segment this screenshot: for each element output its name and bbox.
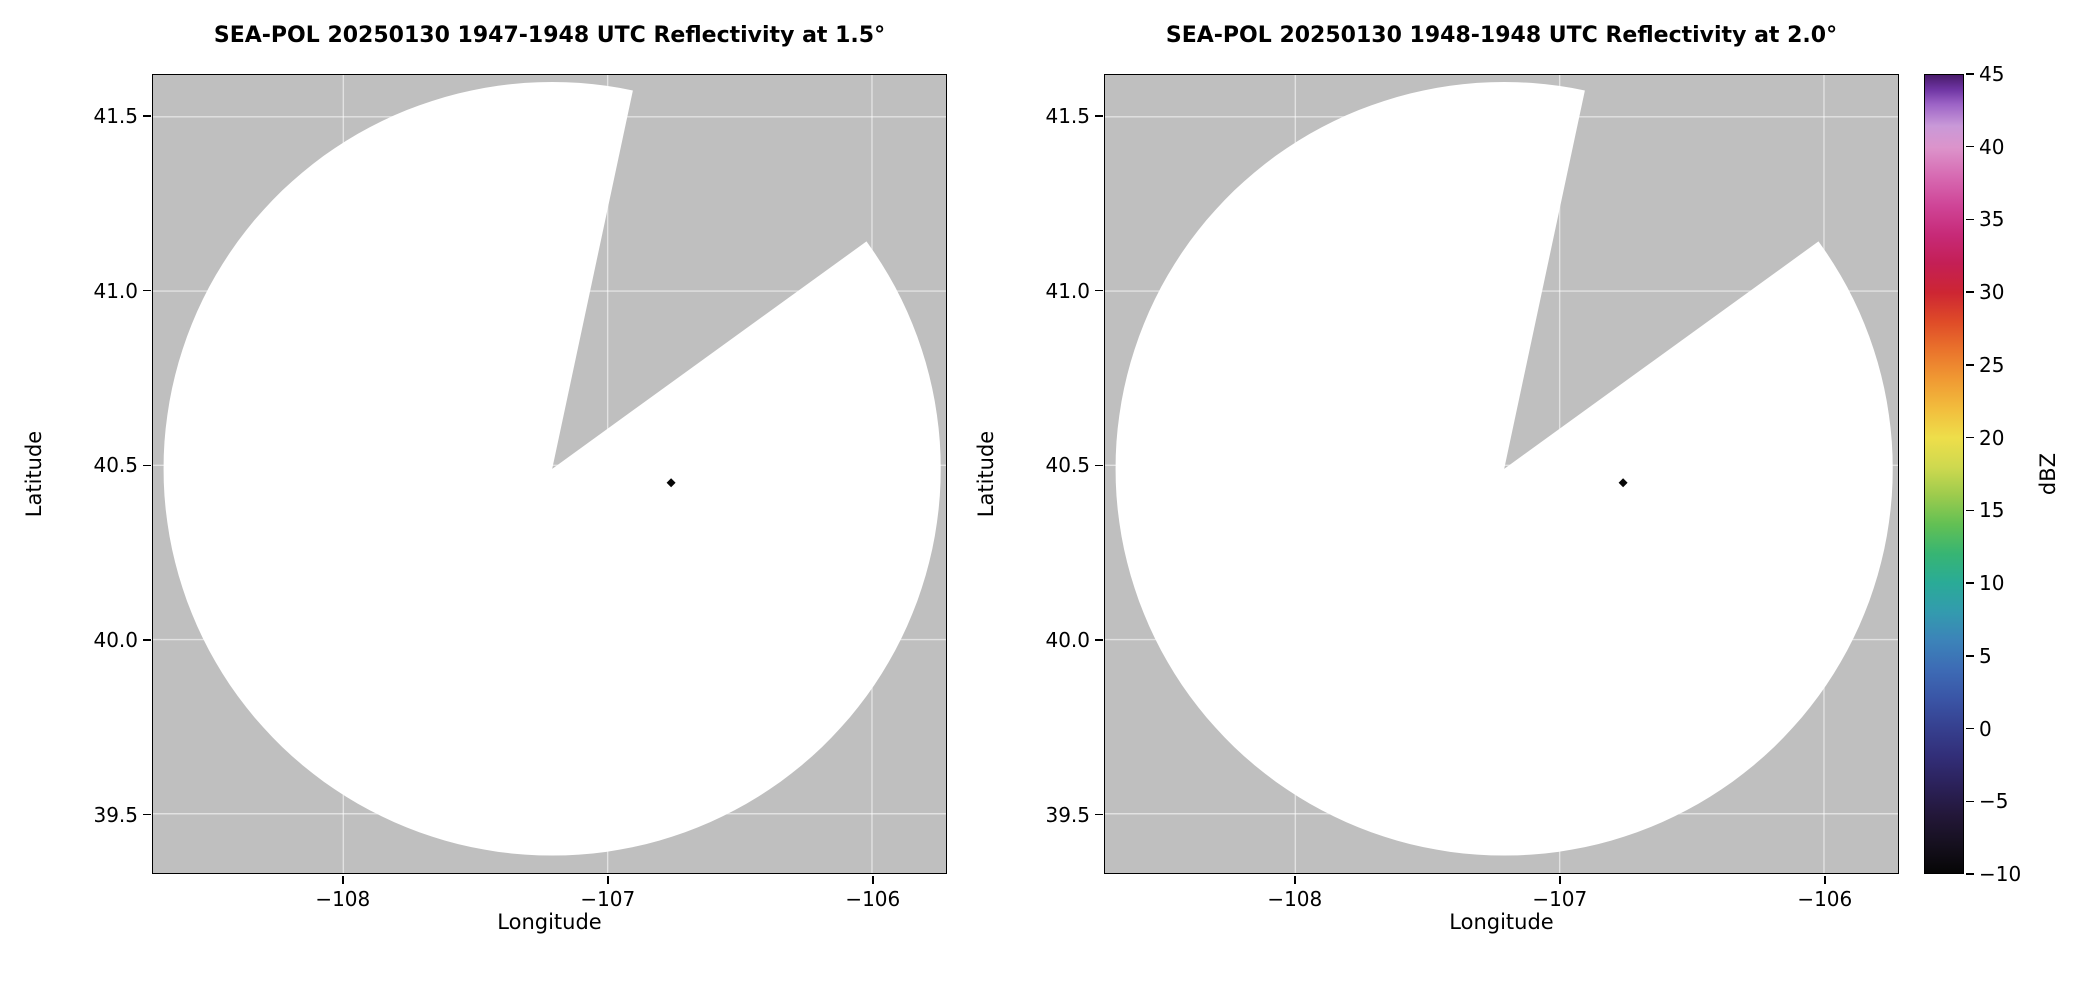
ppi-plot xyxy=(1104,74,1899,874)
y-tick-label: 39.5 xyxy=(93,802,138,827)
colorbar-tick-mark xyxy=(1966,873,1974,875)
x-tick-label: −107 xyxy=(1532,887,1588,911)
colorbar-tick-label: 35 xyxy=(1979,207,2005,232)
panel-title: SEA-POL 20250130 1947-1948 UTC Reflectiv… xyxy=(213,23,886,48)
colorbar-tick-mark xyxy=(1966,145,1974,148)
radar-panel-left: SEA-POL 20250130 1947-1948 UTC Reflectiv… xyxy=(0,0,952,990)
y-tick-mark xyxy=(143,639,151,641)
y-tick-mark xyxy=(143,289,151,292)
colorbar-tick-mark xyxy=(1966,582,1974,584)
colorbar-tick-label: 20 xyxy=(1979,425,2005,450)
colorbar-tick-label: −10 xyxy=(1979,862,2022,886)
y-tick-label: 41.0 xyxy=(1045,278,1090,303)
colorbar-tick-label: 0 xyxy=(1979,716,1992,741)
y-tick-label: 40.5 xyxy=(1045,453,1090,478)
colorbar-gradient xyxy=(1924,74,1964,874)
x-tick-mark xyxy=(1824,876,1826,884)
y-tick-mark xyxy=(1095,639,1103,641)
y-tick-label: 40.0 xyxy=(1045,627,1090,652)
echo-point xyxy=(1618,478,1628,488)
y-tick-mark xyxy=(1095,289,1103,292)
colorbar-tick-mark xyxy=(1966,436,1974,439)
colorbar-tick-label: 5 xyxy=(1979,643,1992,668)
y-tick-mark xyxy=(1095,115,1103,117)
x-tick-mark xyxy=(872,876,874,884)
colorbar-tick-mark xyxy=(1966,364,1974,366)
x-tick-mark xyxy=(342,876,344,884)
y-tick-mark xyxy=(1095,813,1103,816)
colorbar-tick-label: 45 xyxy=(1979,62,2005,86)
radar-panel-right: SEA-POL 20250130 1948-1948 UTC Reflectiv… xyxy=(952,0,1904,990)
colorbar-tick-label: 30 xyxy=(1979,280,2005,305)
y-tick-mark xyxy=(143,115,151,117)
y-tick-label: 39.5 xyxy=(1045,802,1090,827)
ppi-plot xyxy=(152,74,947,874)
colorbar-label: dBZ xyxy=(2036,452,2060,496)
colorbar-tick-mark xyxy=(1966,291,1974,293)
panel-title: SEA-POL 20250130 1948-1948 UTC Reflectiv… xyxy=(1165,23,1838,48)
colorbar-tick-mark xyxy=(1966,218,1974,221)
y-tick-label: 41.5 xyxy=(1045,103,1090,128)
radar-scan-area xyxy=(1115,81,1893,856)
x-tick-label: −108 xyxy=(1267,887,1323,911)
y-axis-label: Latitude xyxy=(974,430,998,518)
x-axis-label: Longitude xyxy=(497,910,602,934)
colorbar-tick-label: 15 xyxy=(1979,498,2005,523)
y-tick-mark xyxy=(1095,464,1103,467)
colorbar-tick-label: 25 xyxy=(1979,352,2005,377)
colorbar-tick-label: −5 xyxy=(1979,789,2009,814)
colorbar-tick-mark xyxy=(1966,655,1974,657)
y-tick-mark xyxy=(143,813,151,816)
x-tick-mark xyxy=(1294,876,1296,884)
y-tick-label: 40.5 xyxy=(93,453,138,478)
y-tick-label: 41.5 xyxy=(93,103,138,128)
y-tick-mark xyxy=(143,464,151,467)
x-tick-mark xyxy=(1559,876,1561,884)
y-axis-label: Latitude xyxy=(22,430,46,518)
x-tick-mark xyxy=(607,876,609,884)
x-axis-label: Longitude xyxy=(1449,910,1554,934)
x-tick-label: −106 xyxy=(1797,887,1853,911)
y-tick-label: 41.0 xyxy=(93,278,138,303)
x-tick-label: −106 xyxy=(845,887,901,911)
colorbar-tick-mark xyxy=(1966,73,1974,75)
colorbar-tick-mark xyxy=(1966,800,1974,803)
colorbar-tick-label: 10 xyxy=(1979,571,2005,596)
x-tick-label: −108 xyxy=(315,887,371,911)
colorbar-tick-label: 40 xyxy=(1979,134,2005,159)
y-tick-label: 40.0 xyxy=(93,627,138,652)
x-tick-label: −107 xyxy=(580,887,636,911)
radar-scan-area xyxy=(163,81,941,856)
colorbar-tick-mark xyxy=(1966,727,1974,730)
colorbar-tick-mark xyxy=(1966,509,1974,512)
